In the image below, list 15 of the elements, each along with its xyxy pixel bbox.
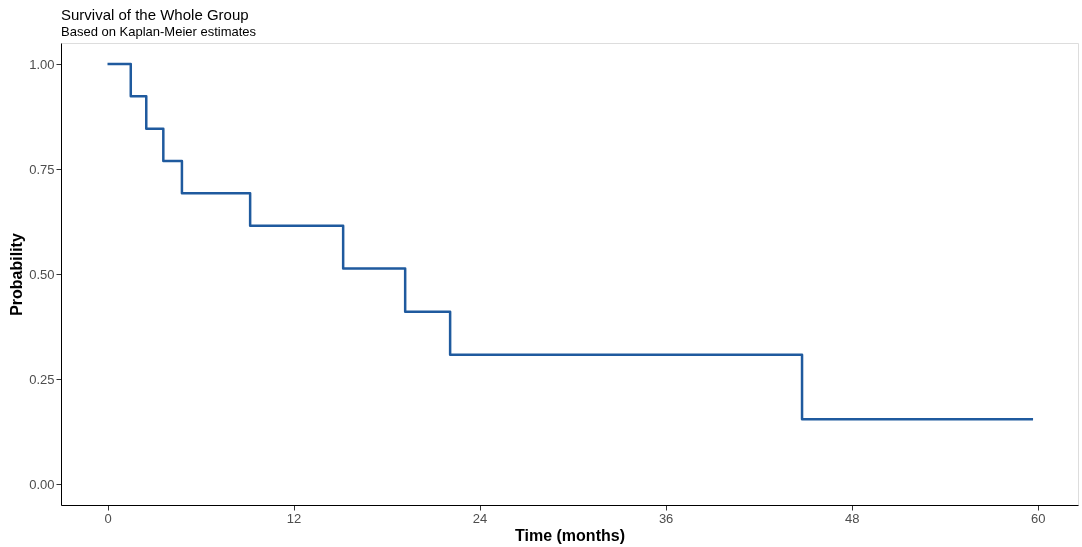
x-tick-label: 24 xyxy=(472,510,488,526)
y-tick-label: 0.50 xyxy=(29,266,55,282)
y-tick-label: 1.00 xyxy=(29,56,55,72)
y-axis-title: Probability xyxy=(8,233,26,316)
x-tick-label: 12 xyxy=(286,510,302,526)
x-axis-title: Time (months) xyxy=(515,526,625,544)
chart-subtitle: Based on Kaplan-Meier estimates xyxy=(61,24,257,39)
y-tick-label: 0.25 xyxy=(29,371,55,387)
x-tick-label: 60 xyxy=(1030,510,1046,526)
chart-title: Survival of the Whole Group xyxy=(61,6,249,23)
y-tick-label: 0.00 xyxy=(29,476,55,492)
x-tick-label: 36 xyxy=(658,510,674,526)
x-tick-label: 0 xyxy=(104,510,112,526)
y-tick-label: 0.75 xyxy=(29,161,55,177)
x-tick-label: 48 xyxy=(844,510,860,526)
